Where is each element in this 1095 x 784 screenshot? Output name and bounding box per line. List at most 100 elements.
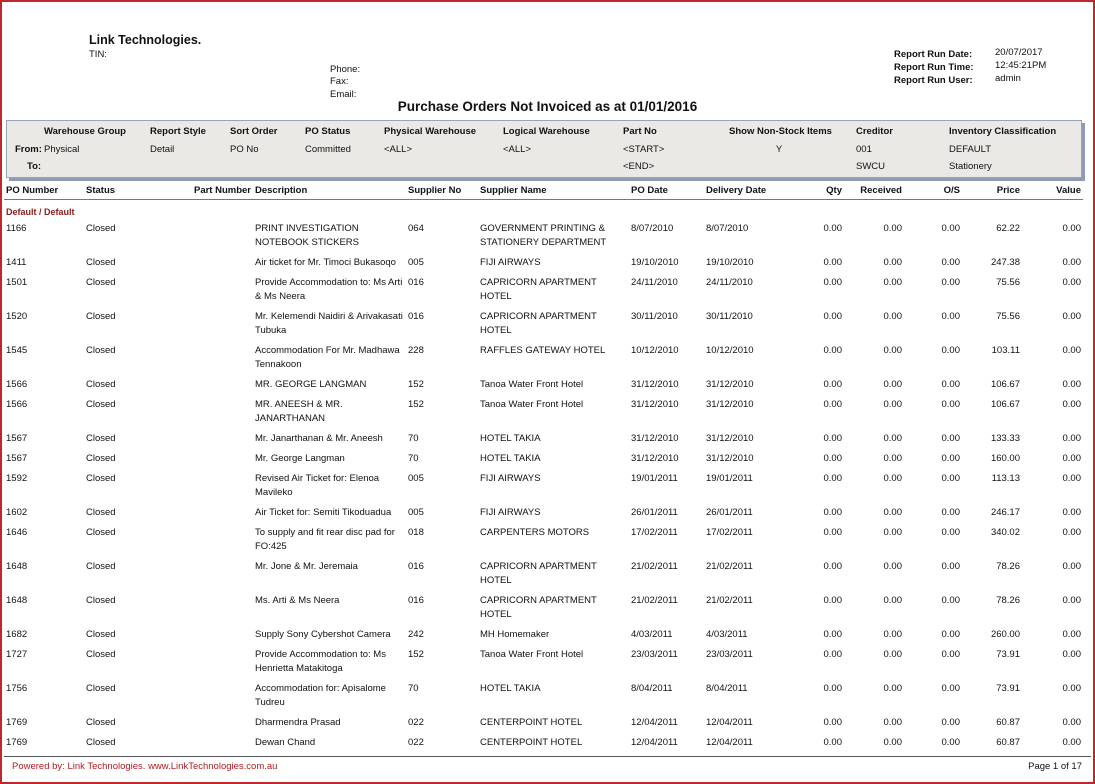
cell: 19/01/2011: [631, 473, 678, 484]
cell: [180, 523, 253, 557]
cell: 0.00: [883, 649, 903, 660]
cell: 0.00: [1062, 399, 1082, 410]
column-header: O/S: [904, 182, 962, 200]
cell: 247.38: [990, 257, 1020, 268]
cell: Accommodation for: Apisalome Tudreu: [255, 683, 386, 708]
cell: 103.11: [991, 345, 1020, 356]
cell: 78.26: [996, 561, 1020, 572]
cell: [180, 429, 253, 449]
filter-from: PO No: [230, 144, 259, 155]
cell: 0.00: [1062, 683, 1082, 694]
cell: 0.00: [941, 683, 961, 694]
cell: 30/11/2010: [706, 311, 753, 322]
cell: Tanoa Water Front Hotel: [480, 379, 584, 390]
cell: Closed: [86, 629, 116, 640]
cell: 0.00: [883, 257, 903, 268]
cell: 016: [408, 277, 424, 288]
cell: 70: [408, 433, 419, 444]
cell: CENTERPOINT HOTEL: [480, 737, 583, 748]
cell: 23/03/2011: [631, 649, 678, 660]
cell: 228: [408, 345, 424, 356]
cell: 1646: [6, 527, 28, 538]
column-header: PO Date: [629, 182, 704, 200]
cell: 31/12/2010: [631, 453, 679, 464]
cell: Dharmendra Prasad: [255, 717, 341, 728]
run-info-label: Report Run User:: [894, 75, 973, 86]
cell: 31/12/2010: [706, 433, 754, 444]
cell: 0.00: [941, 507, 961, 518]
cell: Mr. Janarthanan & Mr. Aneesh: [255, 433, 383, 444]
column-header: Part Number: [180, 182, 253, 200]
cell: 0.00: [1062, 433, 1082, 444]
column-header: Description: [253, 182, 406, 200]
cell: 78.26: [996, 595, 1020, 606]
cell: 133.33: [990, 433, 1020, 444]
cell: 022: [408, 737, 424, 748]
column-header: Price: [962, 182, 1022, 200]
column-header: Status: [84, 182, 180, 200]
filter-to: Stationery: [949, 161, 992, 172]
cell: [180, 591, 253, 625]
cell: Closed: [86, 311, 116, 322]
cell: 1545: [6, 345, 28, 356]
cell: 70: [408, 683, 419, 694]
cell: 24/11/2010: [706, 277, 753, 288]
cell: [180, 341, 253, 375]
filter-from: <ALL>: [384, 144, 412, 155]
cell: 12/04/2011: [706, 737, 753, 748]
table-body: Default / Default 1166 Closed PRINT INVESTI…: [4, 200, 1083, 754]
data-row: 1769 Closed Dewan Chand 022 CENTERPOINT HOTE…: [4, 733, 1083, 753]
cell: Air Ticket for: Semiti Tikoduadua: [255, 507, 392, 518]
filter-to: <END>: [623, 161, 655, 172]
cell: 0.00: [1062, 473, 1082, 484]
cell: Accommodation For Mr. Madhawa Tennakoon: [255, 345, 400, 370]
cell: 0.00: [823, 717, 843, 728]
cell: 0.00: [823, 223, 843, 234]
cell: 0.00: [883, 473, 903, 484]
data-row: 1602 Closed Air Ticket for: Semiti Tikodua…: [4, 503, 1083, 523]
cell: Closed: [86, 223, 116, 234]
cell: 152: [408, 649, 424, 660]
cell: [180, 395, 253, 429]
data-row: 1520 Closed Mr. Kelemendi Naidiri & Arivak…: [4, 307, 1083, 341]
cell: 018: [408, 527, 424, 538]
cell: 73.91: [996, 649, 1020, 660]
cell: 0.00: [883, 399, 903, 410]
cell: 0.00: [1062, 629, 1082, 640]
cell: 0.00: [883, 507, 903, 518]
column-header: PO Number: [4, 182, 84, 200]
group-row: Default / Default: [4, 200, 1083, 220]
run-info-value: admin: [995, 73, 1021, 84]
filter-label: Report Style: [150, 126, 206, 137]
cell: Closed: [86, 527, 116, 538]
cell: 26/01/2011: [706, 507, 753, 518]
cell: 12/04/2011: [631, 737, 678, 748]
company-name: Link Technologies.: [89, 33, 202, 47]
cell: 0.00: [1062, 595, 1082, 606]
cell: 21/02/2011: [631, 595, 678, 606]
cell: 8/04/2011: [631, 683, 673, 694]
tin-label: TIN:: [89, 49, 107, 60]
to-label: To:: [27, 161, 42, 172]
cell: 0.00: [823, 683, 843, 694]
cell: 0.00: [941, 379, 961, 390]
cell: 0.00: [823, 649, 843, 660]
cell: 0.00: [883, 717, 903, 728]
column-header: Supplier No: [406, 182, 478, 200]
cell: 152: [408, 379, 424, 390]
cell: 1648: [6, 595, 28, 606]
orders-table: PO Number Status Part Number Description Sup…: [4, 182, 1083, 753]
cell: 0.00: [941, 561, 961, 572]
cell: 016: [408, 311, 424, 322]
cell: 0.00: [823, 311, 843, 322]
cell: 0.00: [823, 561, 843, 572]
cell: Supply Sony Cybershot Camera: [255, 629, 391, 640]
cell: FIJI AIRWAYS: [480, 257, 541, 268]
cell: 1566: [6, 379, 28, 390]
cell: Tanoa Water Front Hotel: [480, 649, 584, 660]
cell: 0.00: [941, 345, 961, 356]
cell: MR. GEORGE LANGMAN: [255, 379, 367, 390]
run-info-label: Report Run Date:: [894, 49, 973, 60]
cell: 31/12/2010: [631, 379, 679, 390]
cell: 10/12/2010: [706, 345, 754, 356]
